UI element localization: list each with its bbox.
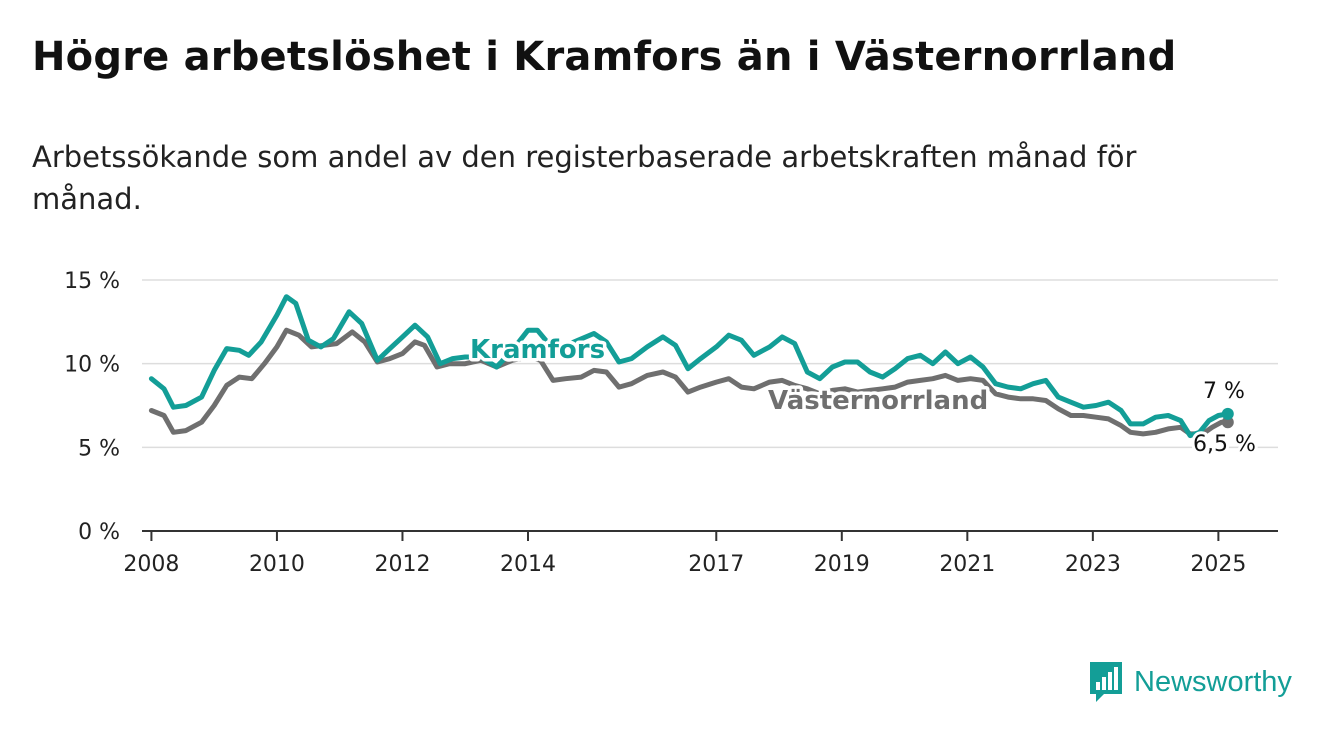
series-line-vasternorrland: [148, 327, 1231, 437]
chart-title: Högre arbetslöshet i Kramfors än i Väste…: [32, 34, 1177, 80]
chart-subtitle: Arbetssökande som andel av den registerb…: [32, 140, 1137, 216]
x-tick-label: 2025: [1190, 552, 1246, 577]
series-labels: Kramfors Västernorrland 7 % 6,5 %: [467, 332, 1259, 461]
series-layer: [148, 294, 1234, 439]
end-label-vasternorrland: 6,5 %: [1193, 432, 1256, 457]
y-tick-label: 5 %: [78, 436, 120, 461]
bar-chart-icon: [1090, 662, 1122, 702]
x-tick-label: 2021: [939, 552, 995, 577]
grid-lines: [142, 279, 1278, 532]
end-label-kramfors: 7 %: [1203, 379, 1245, 404]
y-tick-label: 10 %: [64, 353, 120, 378]
x-tick-label: 2008: [123, 552, 179, 577]
series-label-kramfors: Kramfors: [470, 335, 605, 365]
x-tick-label: 2014: [500, 552, 556, 577]
end-point-vasternorrland: [1221, 416, 1234, 429]
x-tick-label: 2010: [249, 552, 305, 577]
series-line-kramfors: [148, 294, 1231, 439]
end-point-kramfors: [1221, 407, 1234, 420]
y-tick-label: 15 %: [64, 269, 120, 294]
x-tick-label: 2012: [374, 552, 430, 577]
x-tick-label: 2023: [1065, 552, 1121, 577]
x-axis: 2008 2010 2012 2014 2017 2019 2021 2023 2025: [123, 531, 1246, 577]
y-tick-label: 0 %: [78, 520, 120, 545]
x-tick-label: 2017: [688, 552, 744, 577]
y-axis: 0 % 5 % 10 % 15 %: [64, 269, 120, 545]
newsworthy-logo: Newsworthy: [1088, 660, 1292, 704]
x-tick-label: 2019: [814, 552, 870, 577]
series-label-vasternorrland: Västernorrland: [768, 386, 988, 416]
brand-name: Newsworthy: [1134, 665, 1292, 698]
